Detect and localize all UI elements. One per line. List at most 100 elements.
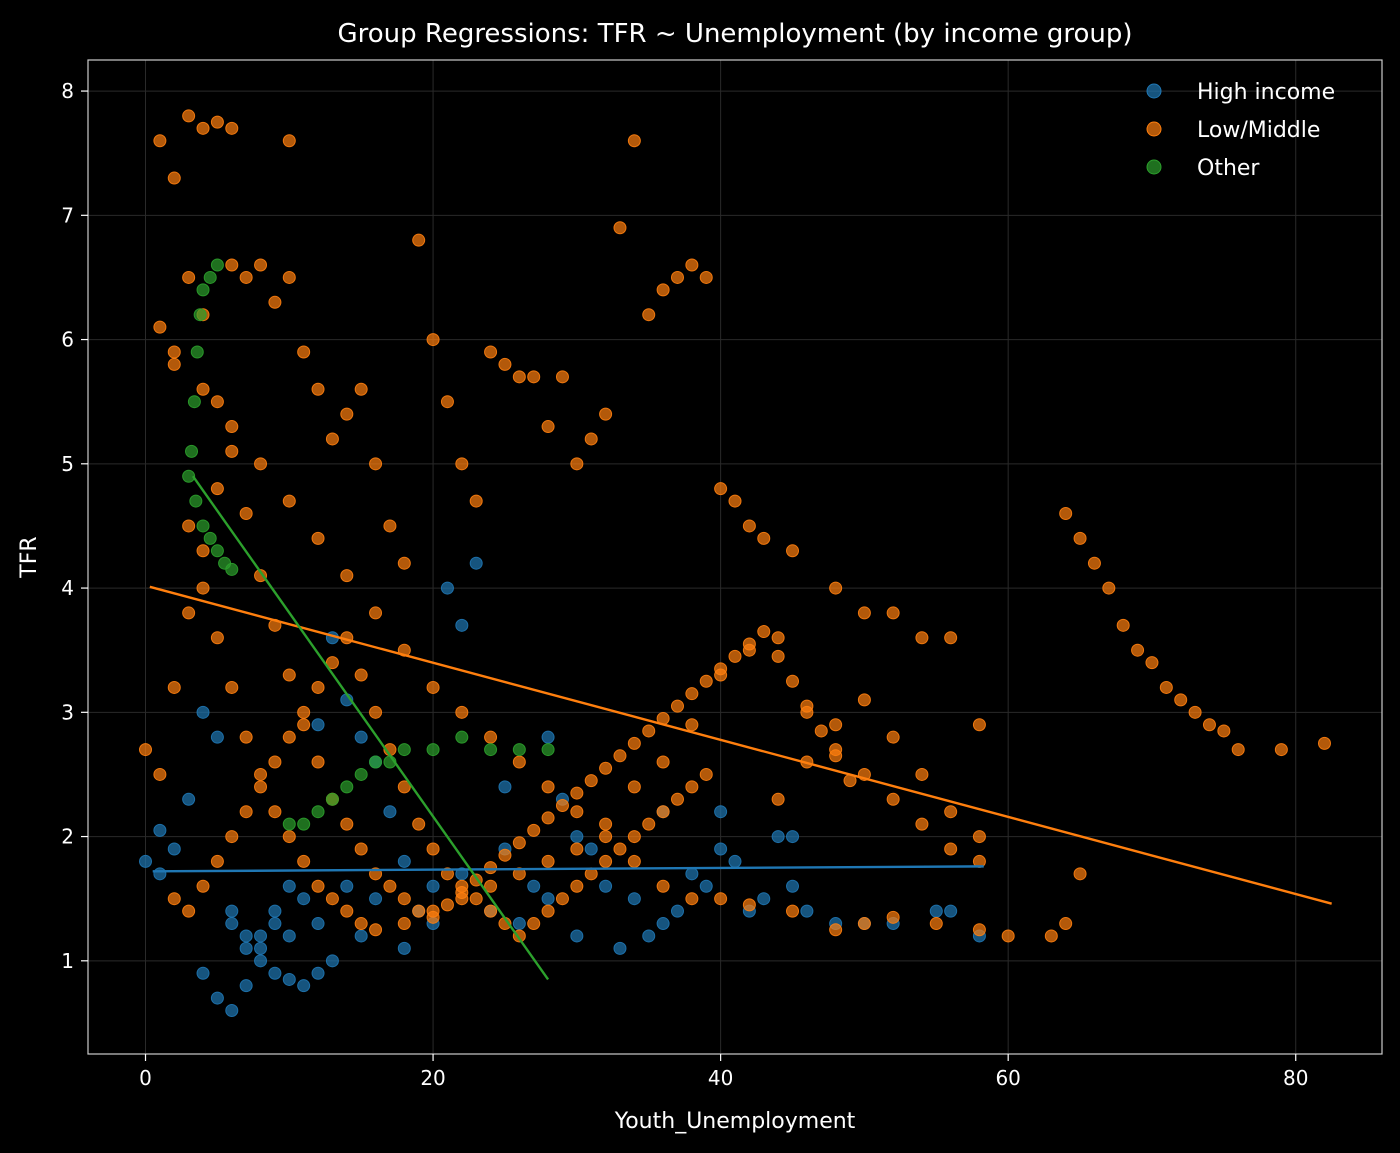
point-low-middle — [455, 879, 469, 893]
point-low-middle — [929, 917, 943, 931]
point-low-middle — [613, 842, 627, 856]
point-high-income — [786, 879, 800, 893]
point-other — [196, 519, 210, 533]
legend-label-other: Other — [1197, 156, 1260, 181]
point-high-income — [196, 705, 210, 719]
point-high-income — [297, 979, 311, 993]
point-other — [189, 494, 203, 508]
point-other — [190, 345, 204, 359]
point-low-middle — [225, 258, 239, 272]
point-low-middle — [757, 625, 771, 639]
y-tick-label: 1 — [61, 949, 74, 973]
point-high-income — [196, 966, 210, 980]
point-low-middle — [325, 432, 339, 446]
point-low-middle — [771, 792, 785, 806]
point-low-middle — [167, 171, 181, 185]
point-low-middle — [383, 879, 397, 893]
point-low-middle — [311, 755, 325, 769]
point-low-middle — [1174, 693, 1188, 707]
y-tick-label: 4 — [61, 576, 74, 600]
point-low-middle — [599, 761, 613, 775]
point-high-income — [613, 941, 627, 955]
x-tick-label: 0 — [139, 1066, 152, 1090]
point-low-middle — [570, 786, 584, 800]
point-low-middle — [426, 333, 440, 347]
point-high-income — [354, 730, 368, 744]
point-low-middle — [584, 774, 598, 788]
point-high-income — [325, 954, 339, 968]
point-low-middle — [196, 382, 210, 396]
point-low-middle — [354, 842, 368, 856]
legend-marker-other — [1146, 159, 1162, 175]
point-low-middle — [311, 680, 325, 694]
point-low-middle — [369, 705, 383, 719]
point-low-middle — [369, 457, 383, 471]
point-high-income — [397, 941, 411, 955]
point-low-middle — [210, 395, 224, 409]
point-low-middle — [599, 854, 613, 868]
point-low-middle — [1059, 917, 1073, 931]
point-low-middle — [1131, 643, 1145, 657]
point-low-middle — [282, 134, 296, 148]
point-low-middle — [886, 606, 900, 620]
point-low-middle — [440, 395, 454, 409]
point-low-middle — [742, 519, 756, 533]
point-other — [182, 469, 196, 483]
point-low-middle — [210, 115, 224, 129]
point-low-middle — [670, 792, 684, 806]
point-low-middle — [440, 867, 454, 881]
point-low-middle — [469, 494, 483, 508]
point-low-middle — [786, 904, 800, 918]
point-high-income — [757, 892, 771, 906]
point-high-income — [627, 892, 641, 906]
point-low-middle — [627, 736, 641, 750]
point-low-middle — [541, 780, 555, 794]
point-low-middle — [297, 705, 311, 719]
point-high-income — [670, 904, 684, 918]
point-low-middle — [541, 854, 555, 868]
point-other — [426, 743, 440, 757]
point-low-middle — [642, 724, 656, 738]
point-low-middle — [254, 569, 268, 583]
point-low-middle — [282, 668, 296, 682]
point-low-middle — [642, 817, 656, 831]
point-high-income — [656, 917, 670, 931]
point-other — [512, 743, 526, 757]
point-low-middle — [340, 904, 354, 918]
point-high-income — [340, 879, 354, 893]
point-low-middle — [1217, 724, 1231, 738]
legend-label-high-income: High income — [1197, 80, 1335, 105]
point-high-income — [239, 929, 253, 943]
point-high-income — [944, 904, 958, 918]
point-low-middle — [786, 674, 800, 688]
point-low-middle — [412, 233, 426, 247]
point-low-middle — [426, 842, 440, 856]
point-low-middle — [627, 830, 641, 844]
point-other — [354, 767, 368, 781]
point-low-middle — [182, 606, 196, 620]
point-low-middle — [268, 755, 282, 769]
point-low-middle — [742, 898, 756, 912]
point-low-middle — [354, 668, 368, 682]
regression-line-other — [191, 475, 550, 981]
point-high-income — [397, 854, 411, 868]
point-high-income — [239, 941, 253, 955]
point-high-income — [268, 966, 282, 980]
point-other — [484, 743, 498, 757]
point-low-middle — [239, 730, 253, 744]
point-high-income — [282, 929, 296, 943]
point-low-middle — [742, 637, 756, 651]
point-low-middle — [599, 407, 613, 421]
point-low-middle — [685, 780, 699, 794]
point-low-middle — [699, 674, 713, 688]
point-low-middle — [857, 693, 871, 707]
point-other — [541, 743, 555, 757]
point-other — [369, 755, 383, 769]
y-tick-label: 6 — [61, 328, 74, 352]
point-low-middle — [484, 345, 498, 359]
point-low-middle — [1073, 867, 1087, 881]
point-low-middle — [512, 867, 526, 881]
point-low-middle — [886, 730, 900, 744]
point-low-middle — [297, 854, 311, 868]
